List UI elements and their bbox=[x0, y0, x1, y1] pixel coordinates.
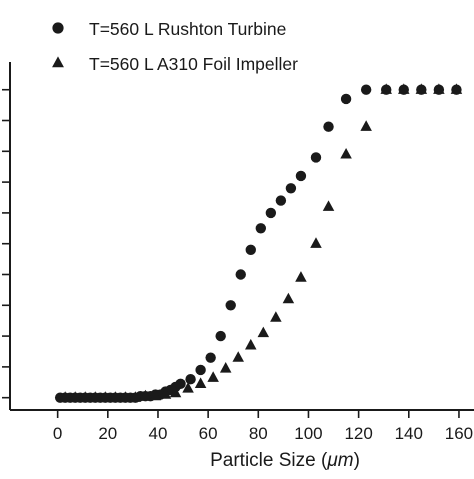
data-point-triangle bbox=[219, 362, 232, 373]
x-tick-label: 160 bbox=[445, 424, 473, 443]
axis-ticks: 0 20 40 60 80 100 120 140 160 bbox=[2, 88, 473, 443]
data-point-triangle bbox=[182, 382, 194, 393]
data-point-triangle bbox=[433, 83, 445, 94]
data-point-triangle bbox=[139, 389, 152, 401]
data-point-triangle bbox=[257, 326, 270, 338]
data-point-triangle bbox=[322, 200, 335, 211]
data-point-circle bbox=[323, 121, 334, 132]
legend-item-2: T=560 L A310 Foil Impeller bbox=[52, 54, 298, 74]
axes bbox=[9, 62, 474, 411]
data-point-triangle bbox=[194, 377, 207, 388]
data-point-circle bbox=[310, 152, 322, 163]
legend-item-1: T=560 L Rushton Turbine bbox=[52, 19, 286, 39]
x-tick-label: 140 bbox=[395, 424, 423, 443]
x-tick-label: 100 bbox=[294, 424, 322, 443]
data-point-triangle bbox=[59, 391, 71, 402]
data-point-triangle bbox=[129, 391, 142, 402]
data-point-triangle bbox=[232, 351, 244, 362]
data-point-circle bbox=[195, 364, 206, 376]
data-point-triangle bbox=[270, 311, 282, 322]
data-point-circle bbox=[275, 195, 287, 206]
data-point-circle bbox=[235, 269, 246, 280]
data-point-triangle bbox=[159, 388, 172, 399]
data-point-triangle bbox=[360, 120, 372, 131]
data-point-circle bbox=[225, 300, 236, 311]
data-point-circle bbox=[295, 170, 307, 182]
x-tick-label: 0 bbox=[53, 424, 62, 443]
data-point-triangle bbox=[295, 271, 307, 282]
data-point-triangle bbox=[450, 83, 463, 94]
data-point-circle bbox=[245, 244, 256, 256]
legend-label: T=560 L Rushton Turbine bbox=[89, 19, 286, 39]
data-point-triangle bbox=[99, 391, 112, 402]
x-axis-label-text: Particle Size ( bbox=[210, 450, 328, 471]
data-point-triangle bbox=[69, 391, 81, 402]
x-tick-label: 40 bbox=[149, 424, 168, 443]
data-point-triangle bbox=[380, 83, 392, 94]
legend-label: T=560 L A310 Foil Impeller bbox=[89, 54, 298, 74]
data-point-circle bbox=[340, 93, 352, 105]
data-point-circle bbox=[265, 207, 277, 219]
x-tick-label: 20 bbox=[98, 424, 117, 443]
series-2 bbox=[59, 83, 463, 402]
data-marks bbox=[54, 83, 463, 403]
legend-marker-circle bbox=[52, 22, 64, 34]
x-tick-label: 80 bbox=[249, 424, 268, 443]
data-point-triangle bbox=[109, 391, 122, 402]
data-point-triangle bbox=[79, 391, 92, 402]
x-tick-label: 60 bbox=[199, 424, 218, 443]
data-point-circle bbox=[175, 378, 186, 390]
x-axis-label-suffix: ) bbox=[354, 450, 360, 471]
data-point-triangle bbox=[149, 389, 162, 401]
data-point-circle bbox=[205, 352, 216, 363]
data-point-triangle bbox=[398, 83, 410, 94]
data-point-triangle bbox=[119, 391, 132, 402]
legend: T=560 L Rushton Turbine T=560 L A310 Foil… bbox=[52, 19, 298, 74]
data-point-triangle bbox=[415, 83, 428, 94]
data-point-triangle bbox=[169, 386, 182, 398]
data-point-triangle bbox=[340, 147, 352, 159]
data-point-circle bbox=[215, 330, 226, 342]
data-point-circle bbox=[360, 84, 372, 95]
x-axis-label: Particle Size (μm) bbox=[210, 450, 360, 471]
data-point-circle bbox=[285, 183, 297, 194]
data-point-triangle bbox=[245, 338, 257, 350]
legend-marker-triangle bbox=[52, 56, 64, 68]
data-point-circle bbox=[255, 223, 267, 234]
data-point-triangle bbox=[282, 292, 295, 304]
data-point-triangle bbox=[310, 237, 322, 248]
data-point-triangle bbox=[89, 391, 102, 402]
data-point-triangle bbox=[207, 371, 219, 382]
series-1 bbox=[54, 84, 462, 403]
x-axis-label-unit: μm bbox=[326, 450, 353, 471]
x-tick-label: 120 bbox=[344, 424, 372, 443]
data-point-circle bbox=[185, 374, 196, 385]
